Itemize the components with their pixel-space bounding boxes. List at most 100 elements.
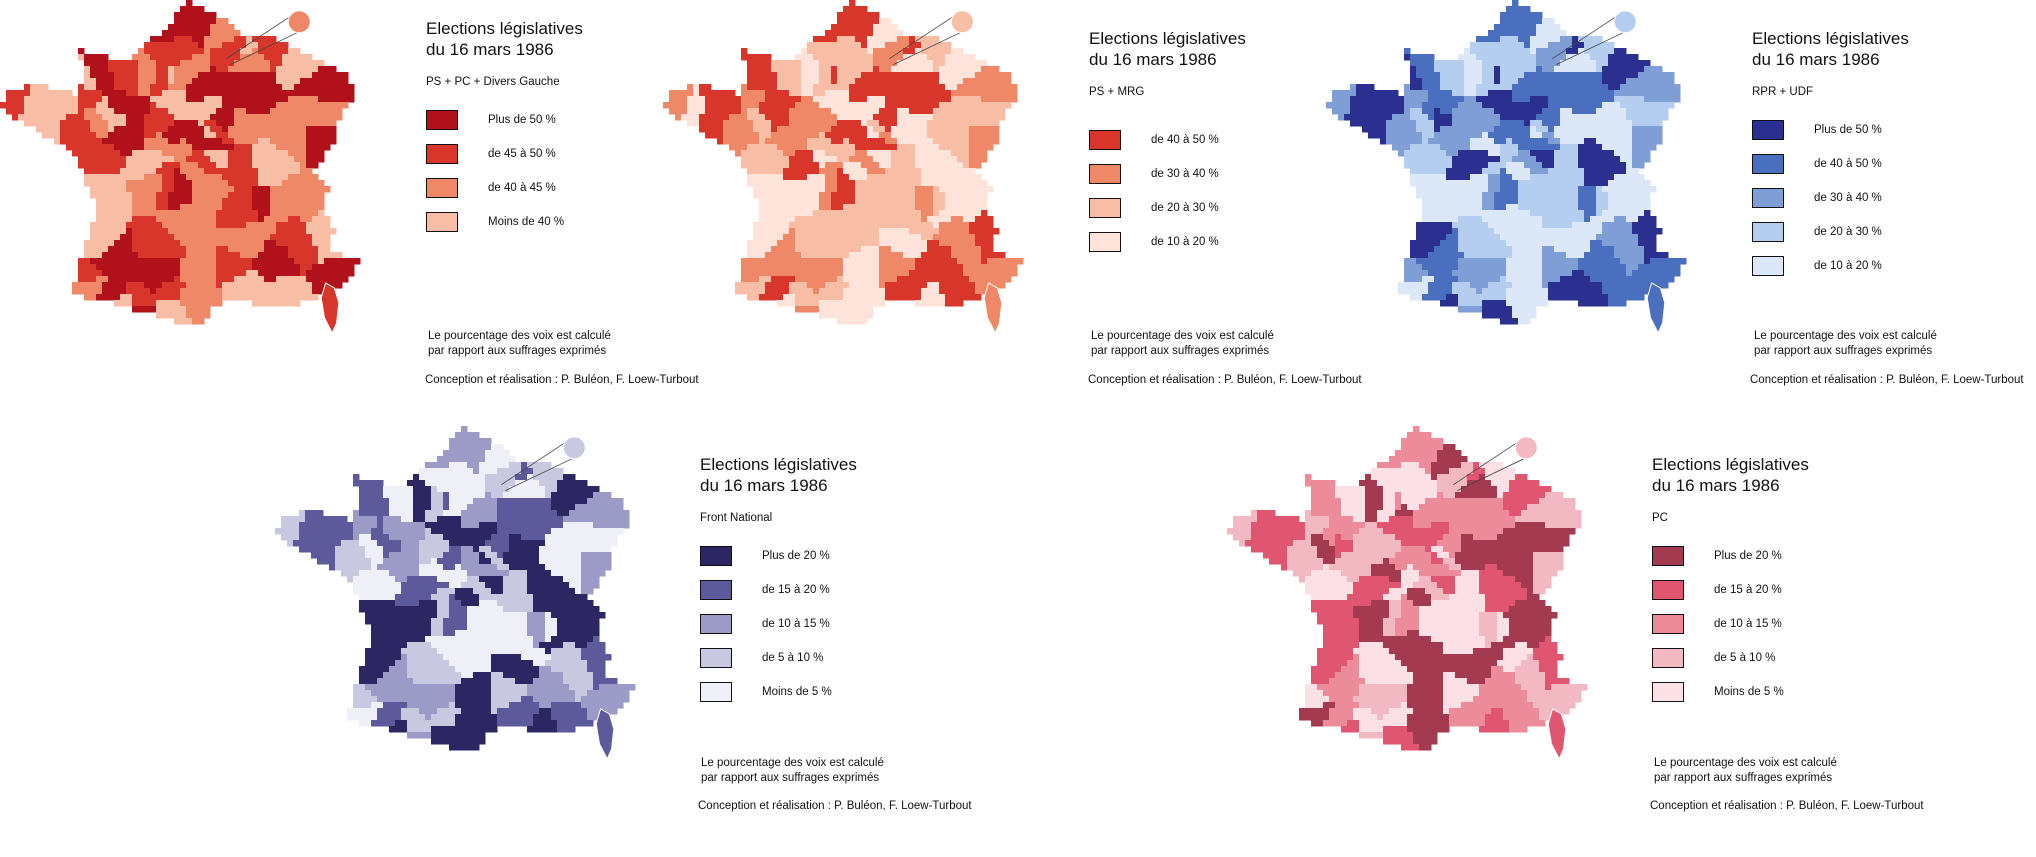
department-cell [1530, 24, 1537, 31]
department-cell [1506, 120, 1513, 127]
department-cell [246, 144, 253, 151]
department-cell [132, 222, 139, 229]
department-cell [993, 126, 1000, 133]
department-cell [1602, 66, 1609, 73]
department-cell [1404, 96, 1411, 103]
department-cell [771, 150, 778, 157]
department-cell [1440, 102, 1447, 109]
department-cell [1434, 156, 1441, 163]
department-cell [819, 66, 826, 73]
department-cell [1518, 120, 1525, 127]
department-cell [1632, 90, 1639, 97]
department-cell [138, 138, 145, 145]
department-cell [795, 288, 802, 295]
department-cell [795, 156, 802, 163]
department-cell [150, 300, 157, 307]
department-cell [747, 294, 754, 301]
department-cell [276, 186, 283, 193]
department-cell [939, 138, 946, 145]
department-cell [168, 24, 175, 31]
department-cell [855, 84, 862, 91]
department-cell [216, 258, 223, 265]
department-cell [96, 108, 103, 115]
department-cell [909, 222, 916, 229]
department-cell [1614, 114, 1621, 121]
department-cell [747, 156, 754, 163]
department-cell [30, 84, 37, 91]
department-cell [180, 168, 187, 175]
department-cell [30, 96, 37, 103]
department-cell [1542, 144, 1549, 151]
department-cell [144, 264, 151, 271]
department-cell [264, 288, 271, 295]
department-cell [126, 252, 133, 259]
department-cell [306, 66, 313, 73]
department-cell [108, 240, 115, 247]
department-cell [222, 204, 229, 211]
department-cell [204, 198, 211, 205]
department-cell [825, 204, 832, 211]
department-cell [330, 84, 337, 91]
department-cell [747, 138, 754, 145]
department-cell [807, 264, 814, 271]
department-cell [807, 90, 814, 97]
department-cell [252, 234, 259, 241]
department-cell [897, 66, 904, 73]
department-cell [939, 42, 946, 49]
department-cell [108, 102, 115, 109]
department-cell [240, 72, 247, 79]
department-cell [96, 120, 103, 127]
department-cell [783, 270, 790, 277]
department-cell [1560, 84, 1567, 91]
department-cell [1446, 150, 1453, 157]
department-cell [294, 276, 301, 283]
department-cell [240, 90, 247, 97]
department-cell [186, 60, 193, 67]
department-cell [156, 126, 163, 133]
department-cell [180, 42, 187, 49]
department-cell [156, 108, 163, 115]
department-cell [825, 90, 832, 97]
department-cell [162, 126, 169, 133]
department-cell [78, 90, 85, 97]
department-cell [1500, 114, 1507, 121]
department-cell [753, 132, 760, 139]
department-cell [1656, 114, 1663, 121]
department-cell [1518, 78, 1525, 85]
department-cell [150, 126, 157, 133]
department-cell [759, 234, 766, 241]
department-cell [915, 174, 922, 181]
department-cell [897, 282, 904, 289]
department-cell [1374, 108, 1381, 115]
department-cell [945, 252, 952, 259]
department-cell [927, 204, 934, 211]
department-cell [204, 90, 211, 97]
department-cell [108, 108, 115, 115]
department-cell [813, 102, 820, 109]
department-cell [903, 198, 910, 205]
department-cell [879, 108, 886, 115]
department-cell [981, 144, 988, 151]
department-cell [921, 48, 928, 55]
department-cell [84, 114, 91, 121]
department-cell [204, 300, 211, 307]
department-cell [915, 240, 922, 247]
department-cell [1410, 168, 1417, 175]
department-cell [855, 204, 862, 211]
department-cell [867, 180, 874, 187]
department-cell [963, 150, 970, 157]
department-cell [1005, 78, 1012, 85]
department-cell [102, 54, 109, 61]
department-cell [837, 168, 844, 175]
department-cell [879, 234, 886, 241]
department-cell [957, 228, 964, 235]
department-cell [861, 168, 868, 175]
department-cell [1662, 96, 1669, 103]
department-cell [1644, 132, 1651, 139]
department-cell [891, 186, 898, 193]
department-cell [951, 258, 958, 265]
department-cell [1554, 54, 1561, 61]
department-cell [837, 312, 844, 319]
department-cell [1500, 162, 1507, 169]
department-cell [288, 60, 295, 67]
